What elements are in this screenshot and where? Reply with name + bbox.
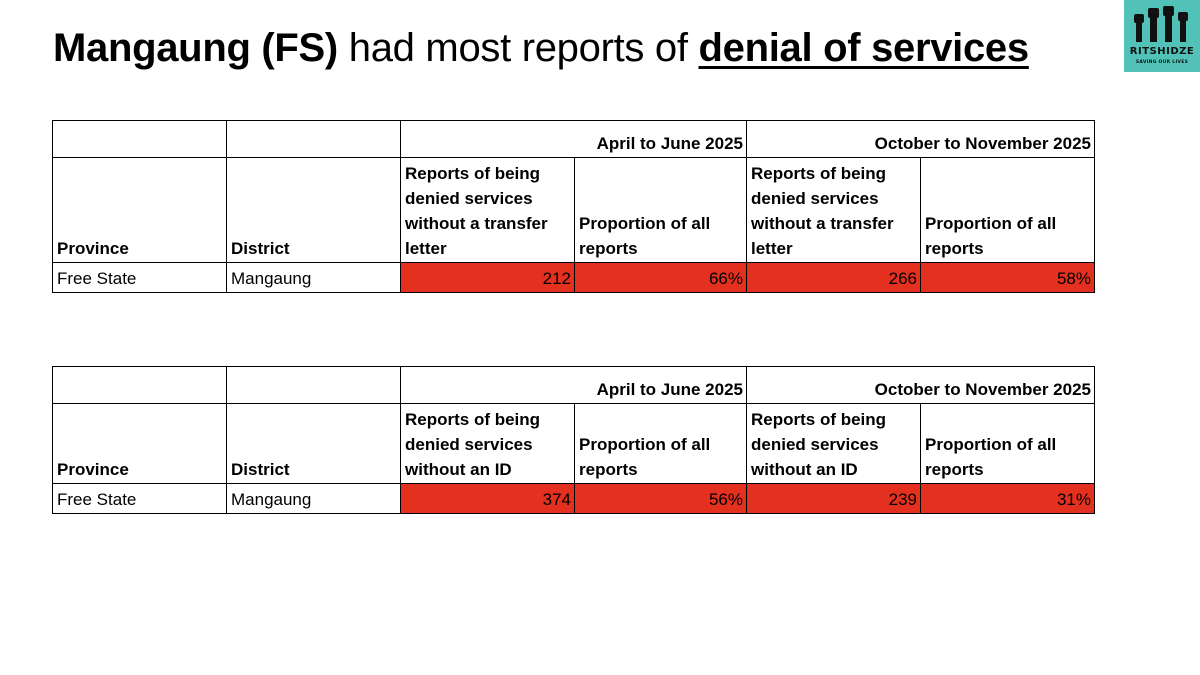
- district-header: District: [226, 403, 401, 484]
- reports-value: 266: [746, 262, 921, 293]
- period-header: October to November 2025: [746, 120, 1095, 158]
- proportion-header: Proportion of all reports: [920, 403, 1095, 484]
- metric-header: Reports of being denied services without…: [746, 157, 921, 263]
- id-table: April to June 2025 October to November 2…: [52, 366, 1095, 514]
- district-header: District: [226, 157, 401, 263]
- period-header-row: April to June 2025 October to November 2…: [52, 366, 1095, 404]
- logo-name: RITSHIDZE: [1129, 46, 1195, 57]
- proportion-value: 56%: [574, 483, 747, 514]
- empty-cell: [226, 366, 401, 404]
- district-cell: Mangaung: [226, 262, 401, 293]
- metric-header: Reports of being denied services without…: [746, 403, 921, 484]
- period-header-row: April to June 2025 October to November 2…: [52, 120, 1095, 158]
- proportion-value: 58%: [920, 262, 1095, 293]
- proportion-value: 66%: [574, 262, 747, 293]
- empty-cell: [52, 366, 227, 404]
- period-header: April to June 2025: [400, 120, 747, 158]
- proportion-header: Proportion of all reports: [920, 157, 1095, 263]
- raised-fists-icon: [1134, 6, 1188, 42]
- province-header: Province: [52, 157, 227, 263]
- transfer-letter-table: April to June 2025 October to November 2…: [52, 120, 1095, 293]
- empty-cell: [52, 120, 227, 158]
- empty-cell: [226, 120, 401, 158]
- proportion-header: Proportion of all reports: [574, 403, 747, 484]
- period-header: October to November 2025: [746, 366, 1095, 404]
- reports-value: 212: [400, 262, 575, 293]
- ritshidze-logo: RITSHIDZE SAVING OUR LIVES: [1124, 0, 1200, 72]
- metric-header: Reports of being denied services without…: [400, 403, 575, 484]
- column-header-row: Province District Reports of being denie…: [52, 403, 1095, 484]
- province-cell: Free State: [52, 483, 227, 514]
- page-title: Mangaung (FS) had most reports of denial…: [53, 22, 1029, 74]
- title-location: Mangaung (FS): [53, 26, 338, 70]
- district-cell: Mangaung: [226, 483, 401, 514]
- logo-tagline: SAVING OUR LIVES: [1135, 60, 1189, 65]
- proportion-header: Proportion of all reports: [574, 157, 747, 263]
- reports-value: 374: [400, 483, 575, 514]
- reports-value: 239: [746, 483, 921, 514]
- table-row: Free State Mangaung 374 56% 239 31%: [52, 483, 1095, 514]
- title-emphasis: denial of services: [698, 26, 1030, 70]
- table-row: Free State Mangaung 212 66% 266 58%: [52, 262, 1095, 293]
- province-header: Province: [52, 403, 227, 484]
- title-middle: had most reports of: [337, 26, 699, 70]
- period-header: April to June 2025: [400, 366, 747, 404]
- metric-header: Reports of being denied services without…: [400, 157, 575, 263]
- column-header-row: Province District Reports of being denie…: [52, 157, 1095, 263]
- province-cell: Free State: [52, 262, 227, 293]
- proportion-value: 31%: [920, 483, 1095, 514]
